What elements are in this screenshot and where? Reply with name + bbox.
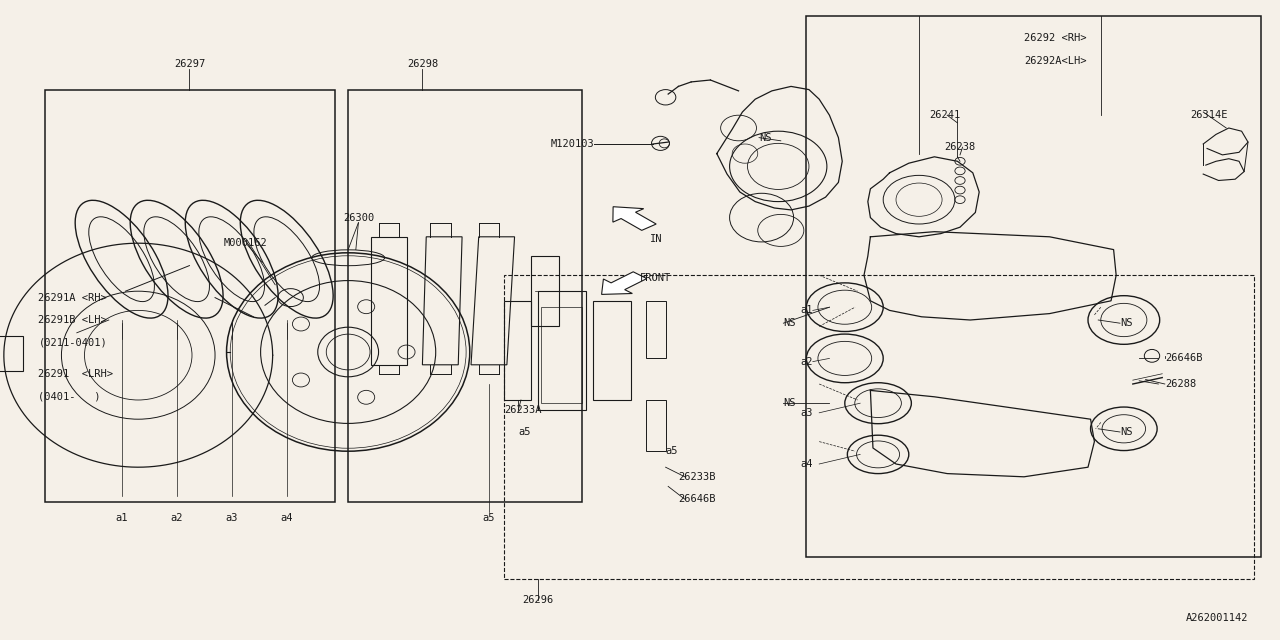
Text: NS: NS (759, 132, 772, 143)
Text: NS: NS (783, 318, 796, 328)
Bar (541, 307, 582, 403)
Bar (504, 275, 1254, 579)
Text: A262001142: A262001142 (1185, 612, 1248, 623)
Text: 26292A<LH>: 26292A<LH> (1024, 56, 1087, 66)
Text: IN: IN (650, 234, 663, 244)
Text: a1: a1 (800, 305, 813, 316)
Text: a2: a2 (170, 513, 183, 524)
Bar (348, 90, 582, 502)
Text: a5: a5 (483, 513, 495, 524)
Text: M120103: M120103 (550, 139, 594, 149)
Bar (646, 301, 666, 358)
Text: a1: a1 (115, 513, 128, 524)
Text: a4: a4 (280, 513, 293, 524)
Text: 26288: 26288 (1165, 379, 1196, 389)
Text: NS: NS (783, 398, 796, 408)
Text: 26291  <LRH>: 26291 <LRH> (38, 369, 114, 380)
FancyArrow shape (602, 272, 646, 294)
Text: 26646B: 26646B (678, 494, 716, 504)
Text: a5: a5 (518, 427, 531, 437)
FancyArrow shape (613, 207, 657, 230)
Text: a3: a3 (225, 513, 238, 524)
Bar (646, 400, 666, 451)
Text: FRONT: FRONT (640, 273, 671, 284)
Text: NS: NS (1120, 318, 1133, 328)
Text: M000162: M000162 (224, 238, 268, 248)
Text: a5: a5 (666, 446, 678, 456)
Text: (0211-0401): (0211-0401) (38, 337, 108, 348)
Bar (593, 301, 631, 400)
Text: 26291B <LH>: 26291B <LH> (38, 315, 108, 325)
Text: 26233A: 26233A (504, 404, 541, 415)
Text: 26297: 26297 (174, 59, 205, 69)
Bar (0, 336, 23, 371)
Text: 26298: 26298 (407, 59, 438, 69)
Text: 26646B: 26646B (1165, 353, 1202, 364)
Text: a2: a2 (800, 356, 813, 367)
Text: a4: a4 (800, 459, 813, 469)
Text: 26296: 26296 (522, 595, 553, 605)
Text: 26238: 26238 (945, 142, 975, 152)
Text: 26241: 26241 (929, 110, 960, 120)
Text: 26233B: 26233B (678, 472, 716, 482)
Text: a3: a3 (800, 408, 813, 418)
Text: NS: NS (1120, 427, 1133, 437)
Bar (538, 291, 586, 410)
Text: 26300: 26300 (343, 212, 374, 223)
Bar (531, 256, 559, 326)
Bar (45, 90, 335, 502)
Text: 26314E: 26314E (1190, 110, 1228, 120)
Text: 26291A <RH>: 26291A <RH> (38, 292, 108, 303)
Text: 26292 <RH>: 26292 <RH> (1024, 33, 1087, 44)
Bar (806, 16, 1261, 557)
Text: (0401-   ): (0401- ) (38, 392, 101, 402)
Bar (504, 301, 531, 400)
